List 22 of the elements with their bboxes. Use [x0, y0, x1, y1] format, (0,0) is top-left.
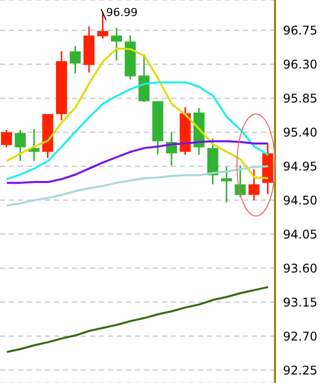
y-tick-label: 94.05: [283, 227, 318, 242]
y-tick-label: 93.15: [283, 295, 318, 310]
y-tick-label: 94.95: [283, 159, 318, 174]
candlestick: [14, 129, 26, 162]
candlestick: [234, 164, 246, 198]
y-tick-label: 92.25: [283, 363, 318, 378]
y-tick-label: 96.75: [283, 23, 318, 38]
y-tick-label: 93.60: [283, 261, 318, 276]
y-tick-label: 95.85: [283, 91, 318, 106]
line-series: [6, 286, 270, 354]
candlestick: [111, 27, 122, 62]
candlestick: [28, 128, 40, 162]
y-tick-label: 96.30: [283, 57, 318, 72]
y-tick-label: 95.40: [283, 125, 318, 140]
annotation: 96.99: [106, 6, 138, 20]
candlestick: [1, 129, 12, 148]
candlestick: [70, 45, 81, 74]
candlestick: [248, 168, 260, 201]
y-tick-label: 92.70: [283, 329, 318, 344]
line-series: [6, 140, 270, 184]
candlestick: [221, 166, 232, 204]
y-tick-label: 94.50: [283, 193, 318, 208]
